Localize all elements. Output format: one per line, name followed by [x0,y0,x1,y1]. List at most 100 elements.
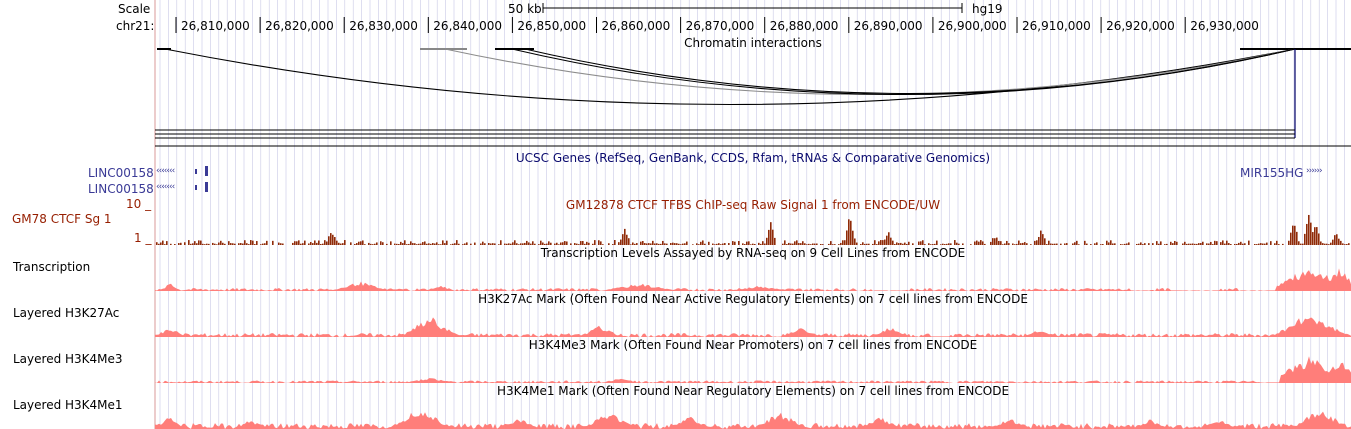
transcription-signal[interactable] [155,268,1351,291]
ctcf-bar [1172,243,1174,245]
ctcf-bar [932,244,934,245]
chrom-label: chr21: [116,19,155,33]
ctcf-bar [184,242,186,245]
ctcf-bar [1024,242,1026,245]
ctcf-bar [464,243,466,245]
ctcf-bar [934,243,936,245]
ctcf-bar [1314,227,1316,245]
ctcf-bar [196,243,198,245]
ruler-tick-label: 26,920,000 [1106,19,1175,33]
ctcf-signal-track[interactable] [156,214,1350,245]
ctcf-bar [534,243,536,245]
ctcf-bar [402,243,404,245]
ctcf-bar [928,243,930,245]
ctcf-bar [1262,243,1264,245]
ctcf-bar [642,241,644,245]
gene-label-mir155hg[interactable]: MIR155HG [1240,166,1304,180]
h3k4me1-title[interactable]: H3K4Me1 Mark (Often Found Near Regulator… [496,384,1010,398]
ctcf-bar [278,242,280,245]
ctcf-bar [192,243,194,245]
ctcf-bar [634,243,636,245]
h3k27ac-title[interactable]: H3K27Ac Mark (Often Found Near Active Re… [478,292,1028,306]
ctcf-bar [514,240,516,245]
ctcf-bar [1122,244,1124,245]
position-ruler[interactable] [175,3,1186,33]
ctcf-bar [454,243,456,245]
ruler-tick-label: 26,870,000 [685,19,755,33]
ctcf-bar [350,242,352,245]
h3k4me1-signal[interactable] [155,411,1351,429]
ctcf-bar [200,240,202,245]
ctcf-bar [1040,230,1042,245]
ctcf-bar [470,243,472,245]
ctcf-bar [1110,240,1112,245]
ctcf-bar [1278,244,1280,245]
ctcf-bar [930,244,932,245]
ctcf-bar [1044,238,1046,245]
gene-label-linc00158-2[interactable]: LINC00158 [88,182,154,196]
gene-label-linc00158-1[interactable]: LINC00158 [88,166,154,180]
interaction-arc [444,48,1296,96]
transcription-label[interactable]: Transcription [13,260,91,274]
scale-text: 50 kb [508,2,542,16]
ctcf-bar [1330,242,1332,245]
ctcf-bar [242,243,244,245]
ctcf-bar [1164,244,1166,245]
ctcf-bar [312,243,314,245]
ctcf-bar [524,242,526,245]
ctcf-bar [214,243,216,245]
ctcf-bar [1348,243,1350,245]
h3k4me1-label[interactable]: Layered H3K4Me1 [13,398,123,412]
ctcf-bar [1090,244,1092,245]
ctcf-bar [646,243,648,245]
ctcf-bar [976,240,978,245]
h3k4me3-title[interactable]: H3K4Me3 Mark (Often Found Near Promoters… [528,338,978,352]
ctcf-bar [314,240,316,245]
chromatin-track-title[interactable]: Chromatin interactions [684,36,822,50]
ctcf-bar [1112,243,1114,245]
ctcf-bar [1108,242,1110,245]
ctcf-bar [260,244,262,245]
ctcf-bar [612,244,614,245]
h3k27ac-signal[interactable] [155,317,1351,337]
ctcf-bar [320,244,322,245]
transcription-title[interactable]: Transcription Levels Assayed by RNA-seq … [540,246,966,260]
ctcf-bar [466,242,468,245]
ctcf-bar [896,242,898,245]
ctcf-bar [246,243,248,245]
ctcf-bar [546,243,548,245]
ctcf-bar [1004,243,1006,245]
ctcf-track-title[interactable]: GM12878 CTCF TFBS ChIP-seq Raw Signal 1 … [565,198,941,212]
ctcf-bar [902,243,904,245]
ctcf-bar [266,240,268,245]
gene-strand-arrows-3: ›››››› [1306,166,1323,176]
ctcf-bar [594,240,596,245]
h3k4me3-label[interactable]: Layered H3K4Me3 [13,352,123,366]
ctcf-bar [648,243,650,245]
ucsc-genes-track[interactable] [195,166,208,192]
ctcf-bar [602,244,604,245]
ctcf-bar [1114,243,1116,245]
genes-track-title[interactable]: UCSC Genes (RefSeq, GenBank, CCDS, Rfam,… [515,151,991,165]
ctcf-bar [424,241,426,245]
ctcf-track-label[interactable]: GM78 CTCF Sg 1 [12,212,112,226]
ctcf-bar [758,242,760,245]
ctcf-bar [802,241,804,245]
ctcf-bar [720,244,722,245]
chromatin-interactions-track[interactable] [155,48,1351,147]
h3k4me3-signal[interactable] [155,356,1351,383]
h3k27ac-label[interactable]: Layered H3K27Ac [13,306,120,320]
ctcf-bar [774,237,776,245]
ctcf-bar [1136,243,1138,245]
ctcf-bar [786,244,788,245]
ctcf-bar [456,240,458,245]
ctcf-bar [362,240,364,245]
ctcf-bar [302,243,304,245]
gene-exon [195,169,197,174]
ctcf-bar [398,244,400,245]
ctcf-bar [1030,244,1032,245]
signal-area [155,268,1351,291]
ruler-tick-label: 26,820,000 [265,19,334,33]
ctcf-bar [866,243,868,245]
